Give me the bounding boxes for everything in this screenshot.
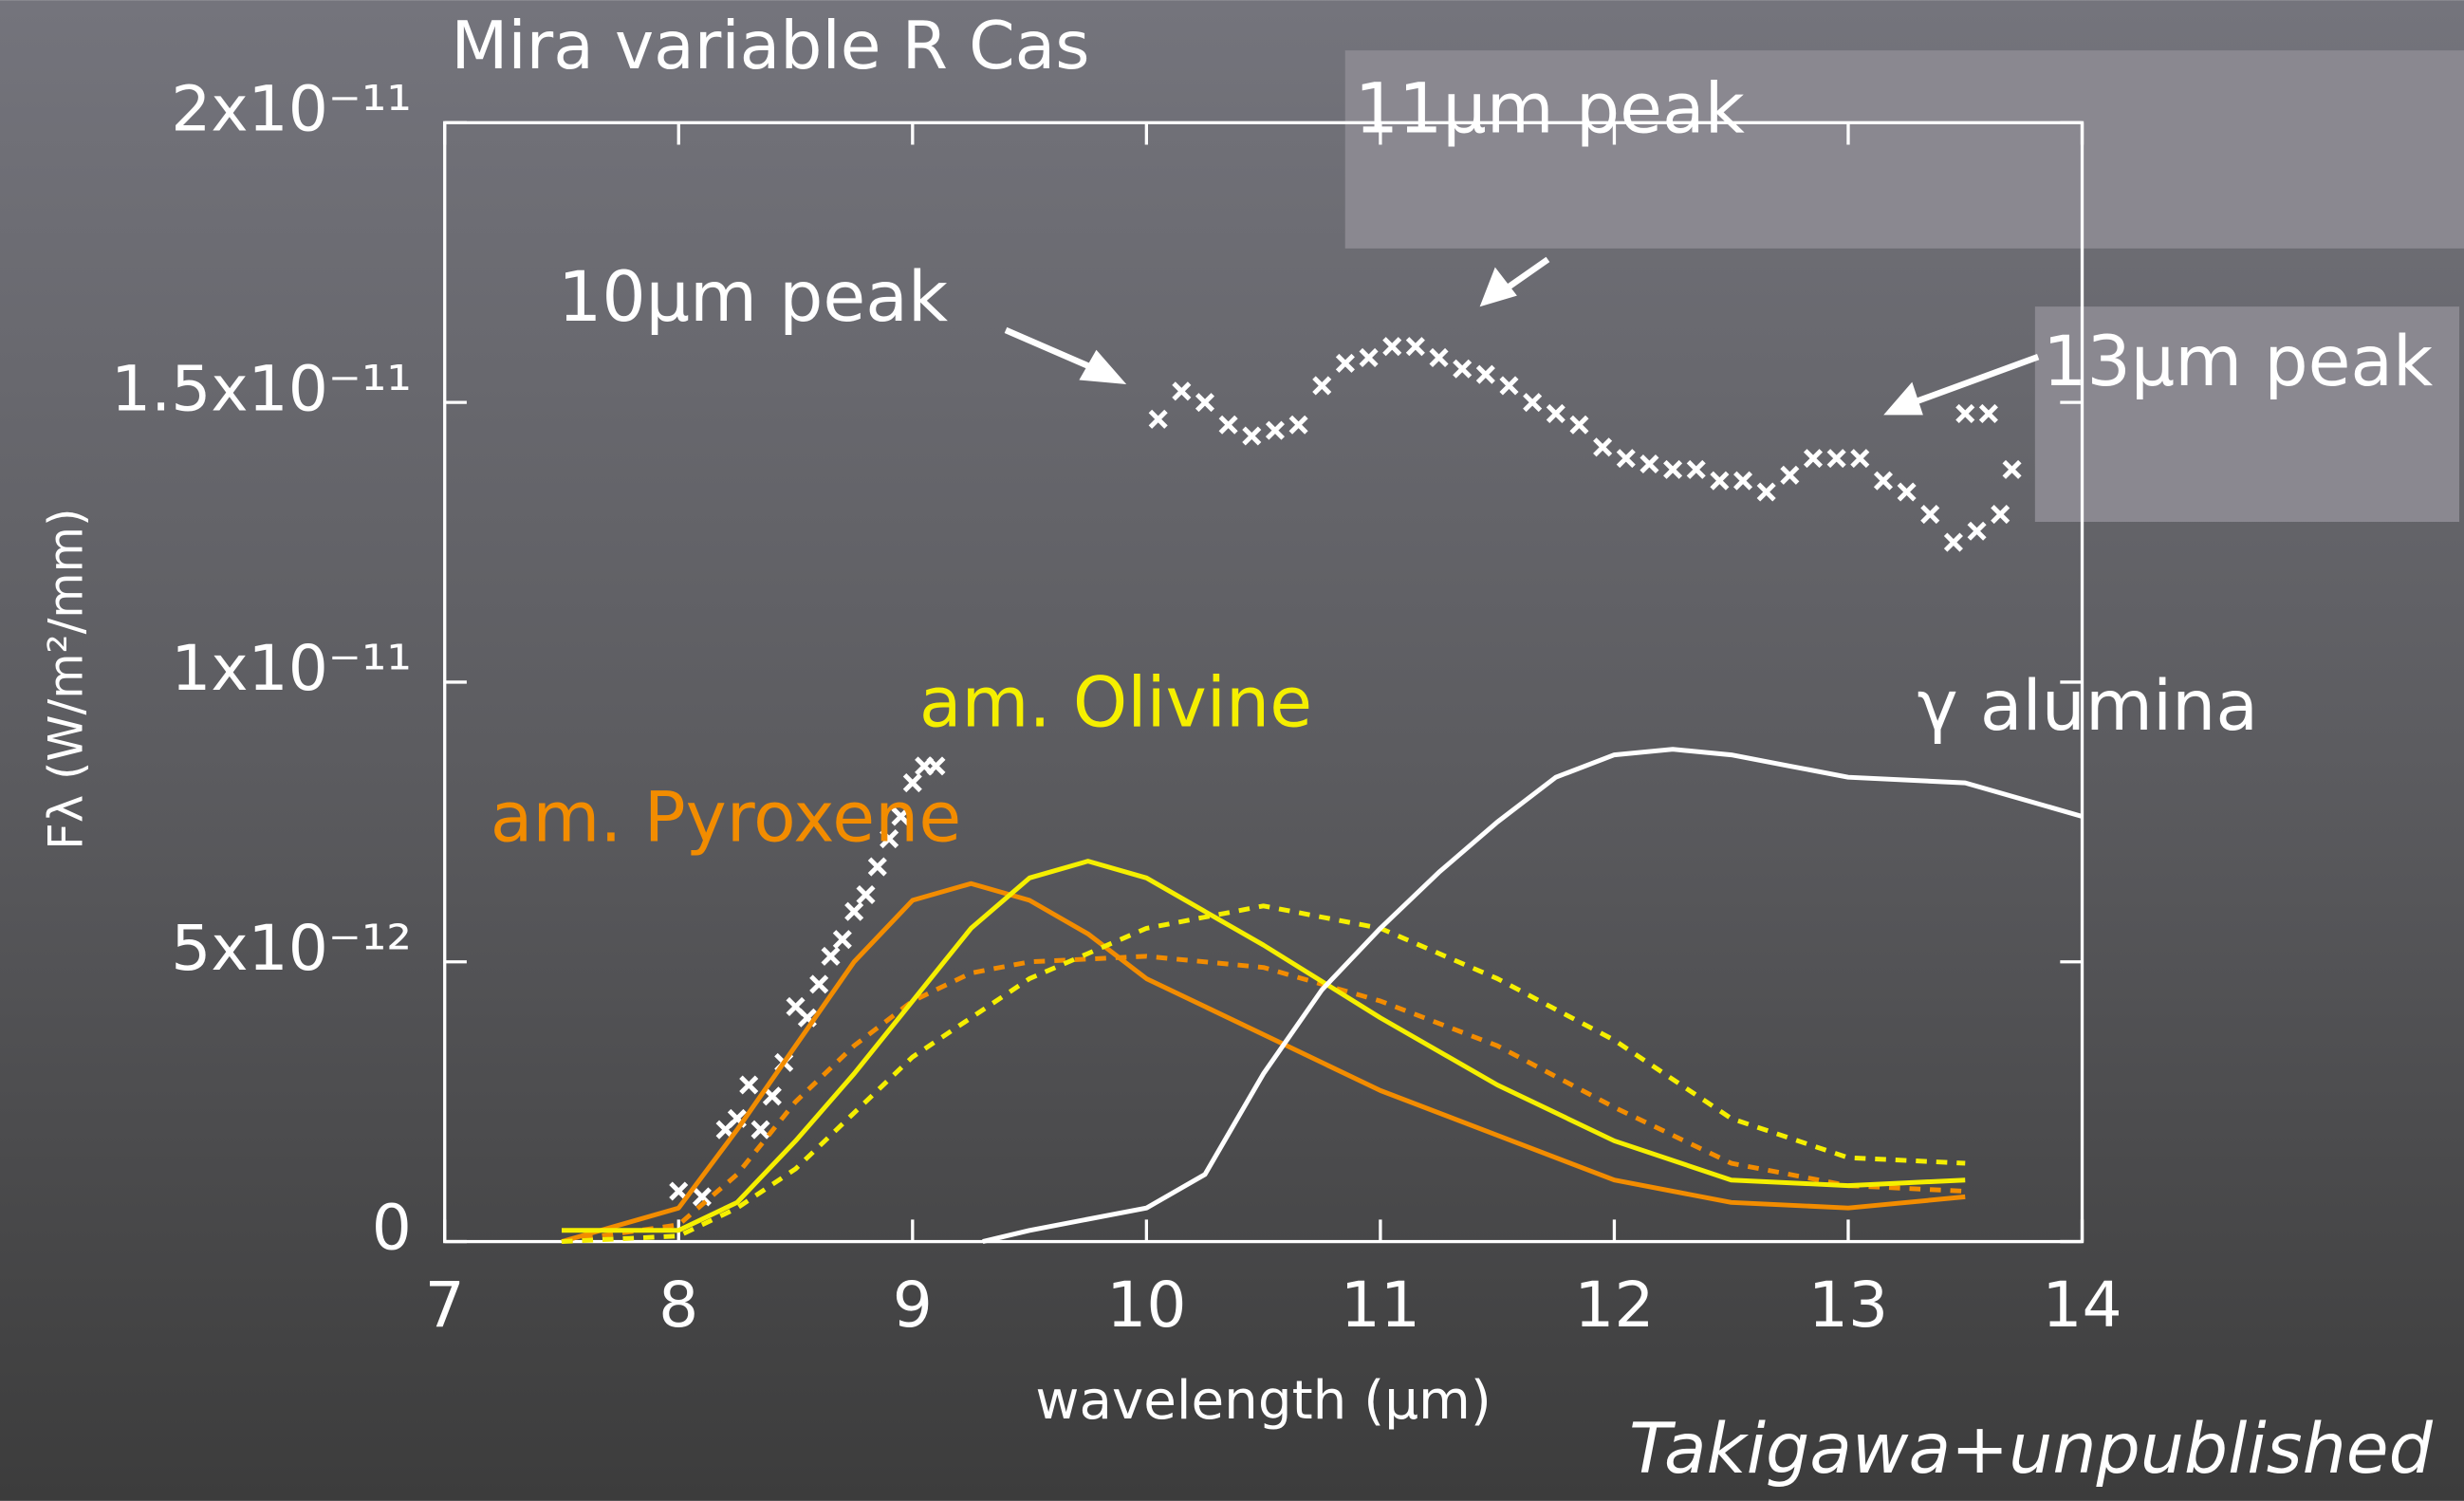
y-tick-label: 1x10⁻¹¹	[171, 632, 412, 705]
chart-title: Mira variable R Cas	[451, 8, 1089, 84]
x-tick-label: 13	[1808, 1269, 1888, 1342]
series-label: am. Pyroxene	[491, 777, 961, 858]
series-label: am. Olivine	[919, 662, 1312, 743]
x-tick-label: 14	[2042, 1269, 2121, 1342]
annotation: 10μm peak	[558, 257, 948, 338]
annotation: 11μm peak	[1355, 68, 1745, 149]
series-label: γ alumina	[1917, 666, 2258, 747]
credit: Takigawa+unpublished	[1629, 1409, 2434, 1490]
x-tick-label: 11	[1341, 1269, 1420, 1342]
y-tick-label: 0	[372, 1192, 412, 1265]
annotation: 13μm peak	[2043, 322, 2433, 402]
x-tick-label: 10	[1106, 1269, 1186, 1342]
y-tick-label: 1.5x10⁻¹¹	[111, 352, 412, 425]
x-tick-label: 12	[1574, 1269, 1654, 1342]
y-tick-label: 2x10⁻¹¹	[171, 72, 412, 145]
x-tick-label: 7	[425, 1269, 465, 1342]
chart: Mira variable R Cas wavelength (μm) Fλ (…	[0, 0, 2464, 1501]
y-axis-label: Fλ (W/m²/mm)	[38, 509, 93, 850]
x-tick-label: 9	[893, 1269, 933, 1342]
x-axis-label: wavelength (μm)	[1035, 1370, 1491, 1432]
x-tick-label: 8	[658, 1269, 698, 1342]
y-tick-label: 5x10⁻¹²	[171, 912, 412, 985]
